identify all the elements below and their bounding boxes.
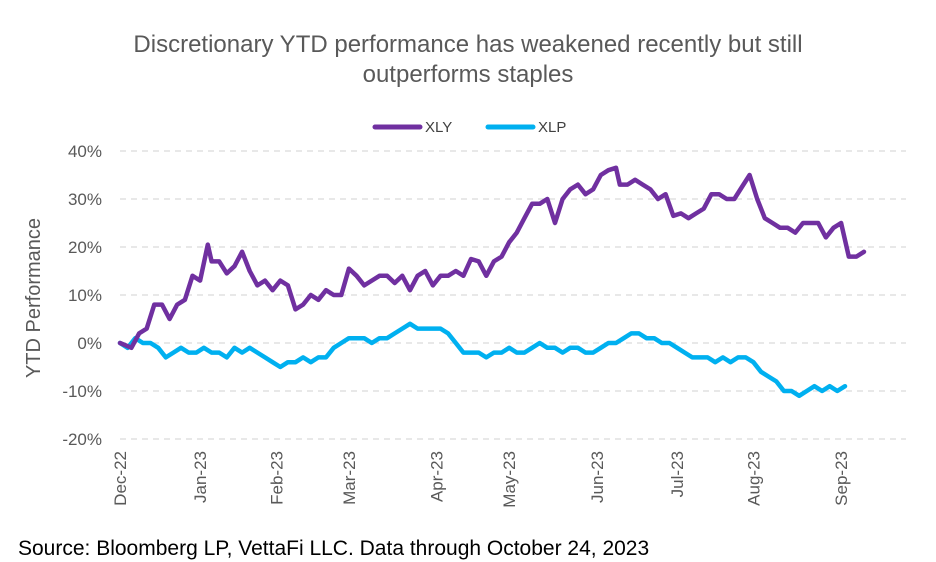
x-tick-label: Jun-23 xyxy=(588,451,607,503)
x-tick-label: Feb-23 xyxy=(267,451,286,505)
series-line-xly xyxy=(117,165,867,351)
y-axis-ticks: 40% 30% 20% 10% 0% -10% -20% xyxy=(62,142,102,449)
legend: XLY XLP xyxy=(372,119,566,136)
x-tick-label: Dec-22 xyxy=(111,451,130,506)
x-tick-label: Aug-23 xyxy=(744,451,763,506)
chart-title-line-2: outperforms staples xyxy=(363,61,574,88)
y-tick-label: 0% xyxy=(77,334,102,353)
legend-label-xlp: XLP xyxy=(538,119,566,136)
x-tick-label: Jul-23 xyxy=(668,451,687,497)
legend-label-xly: XLY xyxy=(425,119,452,136)
x-tick-label: May-23 xyxy=(500,451,519,508)
series-lines xyxy=(117,165,867,399)
y-tick-label: -10% xyxy=(62,382,102,401)
x-tick-label: Mar-23 xyxy=(340,451,359,505)
y-axis-label: YTD Performance xyxy=(23,218,45,378)
y-tick-label: 20% xyxy=(68,238,102,257)
x-tick-label: Sep-23 xyxy=(832,451,851,506)
y-tick-label: -20% xyxy=(62,430,102,449)
chart-title-line-1: Discretionary YTD performance has weaken… xyxy=(133,31,802,58)
gridlines xyxy=(120,150,906,440)
source-note: Source: Bloomberg LP, VettaFi LLC. Data … xyxy=(18,537,649,560)
y-tick-label: 40% xyxy=(68,142,102,161)
y-tick-label: 30% xyxy=(68,190,102,209)
y-tick-label: 10% xyxy=(68,286,102,305)
x-tick-label: Apr-23 xyxy=(428,451,447,502)
series-line-xlp xyxy=(117,321,848,399)
x-tick-label: Jan-23 xyxy=(191,451,210,503)
x-axis-ticks: Dec-22 Jan-23 Feb-23 Mar-23 Apr-23 May-23 Jun-… xyxy=(111,451,851,508)
